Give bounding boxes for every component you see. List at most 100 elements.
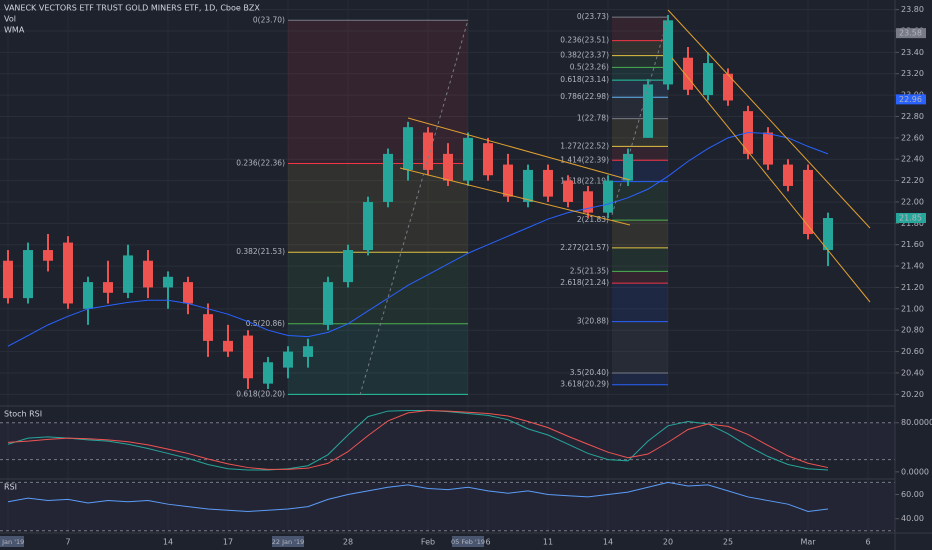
candle-body [523,169,533,202]
plot-layer: 0(23.70) 0.236(22.36) 0.382(21.53) 0.5(20.8… [0,9,899,532]
candle-body [263,362,273,384]
y-tick-label: 22.60 [901,133,924,142]
fib-label: 0(23.70) [253,15,285,24]
candle-body [203,314,213,341]
fib-label: 1.618(22.19) [560,177,609,186]
fib-label: 0.5(20.86) [246,319,285,328]
candle-body [443,153,453,181]
fib-zone [612,146,668,161]
fib-label: 0.236(23.51) [560,36,609,45]
x-tick-label: 7 [65,538,70,547]
candle-body [163,276,173,288]
indicator-line [7,481,829,512]
x-marker-bg [0,536,24,547]
candle-body [363,201,373,251]
x-tick-label: 22 Jan '19 [272,538,304,546]
candle-body [583,191,593,213]
candle-body [643,84,653,138]
fib-zone [612,372,668,385]
candle-body [563,180,573,202]
fib-label: 3.5(20.40) [570,368,609,377]
fib-label: 3.618(20.29) [560,380,609,389]
price-tag-label: 23.58 [899,29,922,38]
y-tick-label: 20.20 [901,390,924,399]
y-tick-label: 0.0000 [901,467,929,476]
x-tick-label: 05 Feb '19 [451,538,485,546]
candle-body [503,164,513,197]
x-tick-label: Mar [800,538,816,547]
x-tick-label: 14 [163,538,173,547]
fib-label: 3(20.88) [577,317,609,326]
candle-body [183,282,193,304]
price-tag-label: 21.85 [899,213,922,222]
candle-body [603,180,613,213]
price-tag [896,94,926,105]
y-tick-label: 22.40 [901,155,924,164]
fib-zone [612,118,668,147]
y-tick-label: 20.80 [901,326,924,335]
candle-body [243,335,253,379]
candle-body [43,250,53,261]
x-tick-label: 28 [343,538,353,547]
candle-body [543,169,553,197]
y-tick-label: 22.80 [901,112,924,121]
fib-zone [288,252,468,324]
indicator-line [7,409,829,470]
x-tick-label: 6 [865,538,870,547]
band-fill [0,482,895,531]
candle-body [703,63,713,96]
fib-zone [288,323,468,395]
band-fill [0,422,895,460]
x-tick-label: 20 [663,538,673,547]
channel-line [399,167,631,226]
y-tick-label: 40.00 [901,514,924,523]
candle-body [463,137,473,181]
fib-zone [612,271,668,284]
channel-line [667,9,871,229]
fib-anchors [359,17,669,396]
y-tick-label: 21.80 [901,219,924,228]
fib-zone [612,97,668,119]
price-tag [896,212,926,223]
candle-body [23,250,33,299]
candle-body [3,260,13,299]
candle-body [283,351,293,368]
channel-line [671,57,871,303]
x-marker-bg [452,536,484,547]
y-tick-label: 23.80 [901,5,924,14]
fib-label: 0.236(22.36) [236,158,285,167]
fib-zone [612,55,668,68]
fib-anchor-line [359,19,469,396]
y-tick-label: 60.00 [901,490,924,499]
fib-label: 2.272(21.57) [560,243,609,252]
x-tick-label: 11 [543,538,553,547]
y-tick-label: 20.40 [901,368,924,377]
fib-anchor-line [611,17,669,216]
fib-zone [612,321,668,373]
candle-body [683,57,693,90]
candle-body [303,346,313,357]
candle-body [103,282,113,293]
x-tick-label: 14 [603,538,613,547]
y-tick-label: 80.0000 [901,418,932,427]
x-tick-label: Feb [421,538,435,547]
candle-body [663,20,673,85]
y-tick-label: 21.20 [901,283,924,292]
fib-label: 0.618(23.14) [560,75,609,84]
price-tag-label: 22.96 [899,95,922,104]
chart-title: VANECK VECTORS ETF TRUST GOLD MINERS ETF… [4,4,260,13]
fib-label: 0.382(21.53) [236,247,285,256]
candle-body [143,260,153,288]
study-label: Vol [4,15,16,24]
fib-zone [612,220,668,248]
candle-body [63,242,73,304]
candle-body [223,340,233,352]
fib-zone [612,67,668,81]
candle-body [763,132,773,165]
candle-body [723,73,733,101]
candle-body [423,132,433,170]
trend-channels [399,9,871,303]
candle-body [323,282,333,325]
fib-zone [612,181,668,221]
